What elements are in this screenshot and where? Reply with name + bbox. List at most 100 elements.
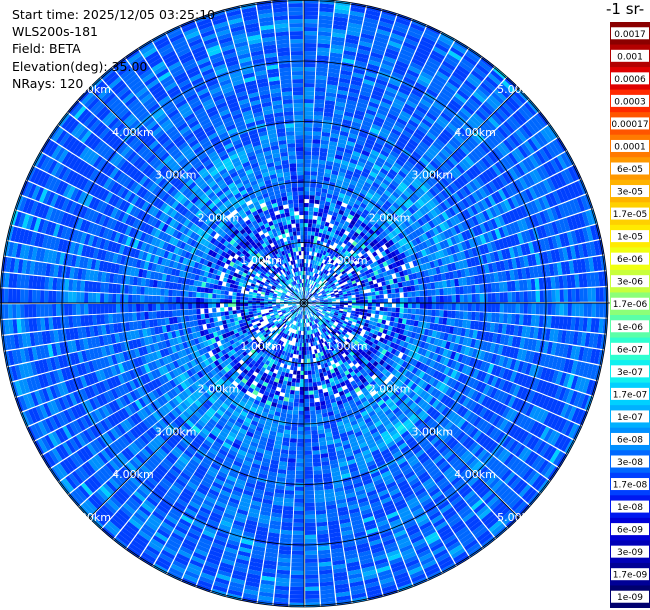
range-bin-cell	[354, 109, 365, 117]
range-bin-cell	[330, 240, 335, 246]
range-bin-cell	[347, 272, 353, 277]
range-bin-cell	[367, 259, 374, 265]
range-bin-cell	[428, 229, 436, 238]
range-bin-cell	[363, 78, 375, 86]
range-bin-cell	[508, 183, 518, 195]
range-bin-cell	[494, 228, 502, 240]
range-bin-cell	[314, 278, 318, 283]
range-bin-cell	[420, 98, 432, 108]
range-bin-cell	[365, 215, 372, 222]
range-bin-cell	[518, 126, 530, 140]
range-bin-cell	[304, 95, 314, 100]
range-bin-cell	[371, 310, 376, 314]
range-bin-cell	[383, 189, 392, 197]
range-bin-cell	[434, 251, 441, 260]
range-bin-cell	[412, 112, 423, 122]
range-bin-cell	[304, 55, 316, 60]
range-bin-cell	[315, 71, 328, 77]
range-bin-cell	[501, 157, 512, 170]
range-bin-cell	[357, 161, 366, 168]
range-bin-cell	[534, 198, 543, 212]
range-bin-cell	[355, 56, 369, 64]
range-bin-cell	[329, 141, 338, 147]
range-bin-cell	[441, 257, 447, 266]
range-bin-cell	[321, 278, 326, 283]
range-bin-cell	[304, 195, 310, 200]
range-bin-cell	[304, 402, 310, 407]
range-bin-cell	[358, 157, 367, 164]
range-bin-cell	[396, 140, 406, 149]
range-bin-cell	[376, 156, 386, 165]
range-bin-cell	[489, 252, 496, 263]
range-bin-cell	[323, 225, 329, 231]
range-bin-cell	[404, 72, 418, 82]
range-bin-cell	[506, 281, 512, 292]
range-bin-cell	[430, 105, 442, 115]
range-bin-cell	[357, 48, 371, 56]
range-bin-cell	[441, 88, 454, 99]
range-bin-cell	[315, 373, 320, 378]
range-bin-cell	[343, 50, 357, 57]
range-bin-cell	[298, 418, 304, 423]
range-bin-cell	[367, 292, 372, 296]
range-bin-cell	[313, 119, 323, 124]
range-bin-cell	[479, 124, 491, 137]
range-bin-cell	[353, 68, 366, 75]
range-bin-cell	[559, 233, 566, 247]
range-bin-cell	[320, 237, 325, 243]
range-bin-cell	[360, 124, 371, 131]
range-bin-cell	[443, 295, 448, 303]
range-bin-cell	[521, 190, 531, 203]
range-bin-cell	[498, 189, 507, 201]
range-bin-cell	[312, 276, 316, 281]
range-bin-cell	[482, 122, 494, 134]
range-bin-cell	[313, 386, 318, 391]
range-bin-cell	[295, 382, 300, 387]
range-bin-cell	[495, 176, 505, 189]
range-bin-cell	[334, 252, 340, 258]
range-bin-cell	[290, 574, 304, 579]
range-bin-cell	[410, 254, 416, 261]
range-bin-cell	[308, 271, 311, 276]
range-bin-cell	[379, 310, 384, 316]
range-bin-cell	[449, 99, 462, 110]
range-bin-cell	[435, 303, 440, 310]
range-bin-cell	[431, 197, 440, 206]
range-bin-cell	[319, 276, 323, 281]
range-bin-cell	[304, 187, 310, 192]
range-bin-cell	[336, 244, 341, 250]
range-bin-cell	[379, 298, 384, 303]
range-bin-cell	[333, 273, 339, 278]
range-bin-cell	[309, 394, 314, 399]
range-bin-cell	[323, 269, 328, 274]
range-bin-cell	[306, 247, 310, 252]
range-bin-cell	[306, 243, 310, 248]
range-bin-cell	[305, 554, 318, 559]
range-bin-cell	[524, 243, 531, 255]
range-bin-cell	[447, 295, 452, 303]
range-bin-cell	[578, 228, 586, 243]
range-bin-cell	[410, 314, 416, 321]
range-bin-cell	[306, 338, 309, 343]
range-bin-cell	[443, 310, 448, 318]
range-bin-cell	[514, 314, 520, 325]
range-bin-cell	[383, 311, 388, 316]
range-bin-cell	[379, 294, 384, 299]
range-bin-cell	[312, 292, 317, 296]
range-bin-cell	[411, 303, 416, 309]
range-bin-cell	[502, 102, 515, 115]
range-bin-cell	[357, 246, 364, 252]
range-bin-cell	[546, 208, 555, 222]
range-bin-cell	[304, 43, 317, 48]
range-bin-cell	[485, 183, 495, 195]
range-bin-cell	[289, 594, 304, 599]
range-bin-cell	[309, 350, 313, 355]
range-bin-cell	[371, 306, 376, 311]
range-bin-cell	[345, 191, 353, 197]
range-bin-cell	[448, 207, 457, 217]
range-bin-cell	[490, 229, 498, 241]
range-bin-cell	[304, 139, 312, 144]
range-bin-cell	[308, 386, 314, 391]
range-bin-cell	[369, 263, 376, 269]
range-bin-cell	[445, 142, 457, 153]
